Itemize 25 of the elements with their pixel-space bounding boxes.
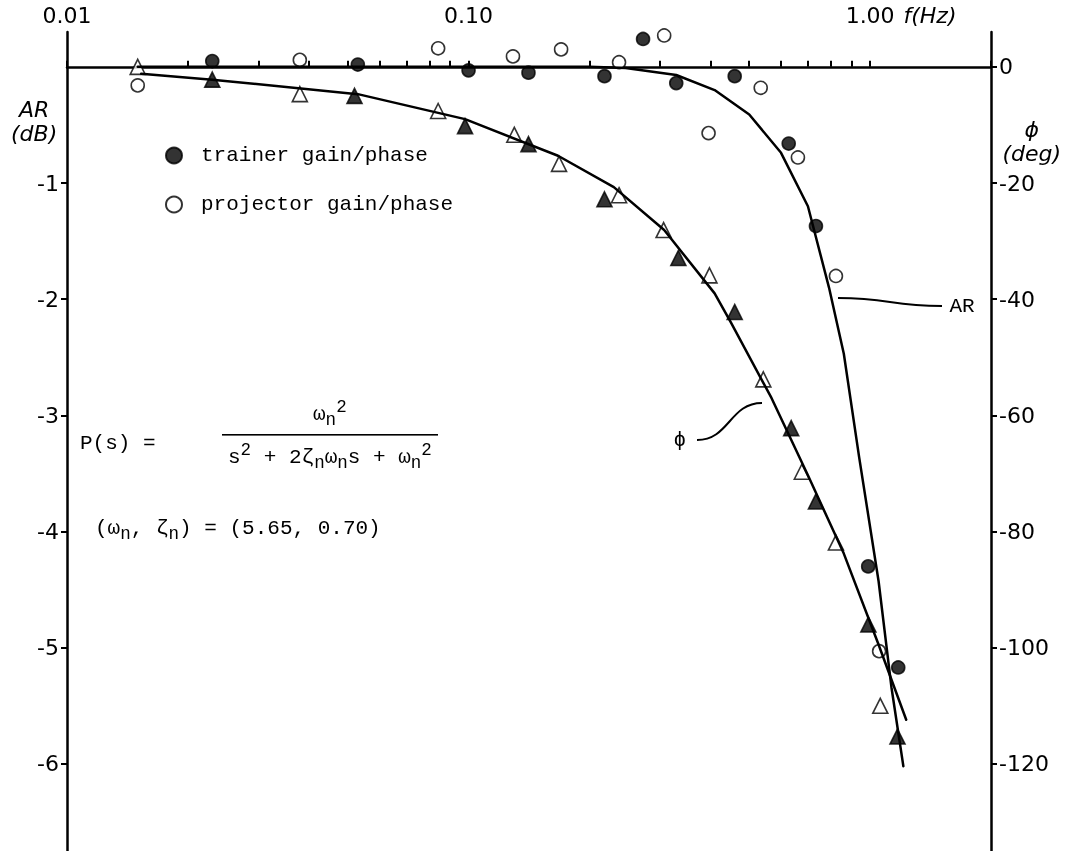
y2-tick-label: -80 <box>999 519 1035 545</box>
y2-tick-label: -40 <box>999 286 1035 312</box>
annotation: AR <box>949 294 975 318</box>
annotation: ϕ <box>673 428 687 452</box>
y2-tick-label: 0 <box>999 54 1013 80</box>
y-tick-label: -3 <box>37 402 59 428</box>
y-tick-label: -6 <box>37 751 59 777</box>
y2-axis-title: ϕ (deg) <box>1002 117 1062 166</box>
y2-tick-label: -60 <box>999 402 1035 428</box>
x-tick-label: 0.01 <box>42 2 92 28</box>
y-tick-label: -5 <box>37 635 59 661</box>
annotation: P(s) = <box>80 431 156 455</box>
y2-tick-label: -20 <box>999 170 1035 196</box>
y-tick-label: -1 <box>37 170 59 196</box>
legend-label: projector gain/phase <box>201 193 454 216</box>
annotation: (ω$_{n}$, ζ$_{n}$) = (5.65, 0.70) <box>95 516 381 544</box>
x-tick-label: 1.00 <box>845 2 895 28</box>
legend-label: trainer gain/phase <box>201 144 428 167</box>
y-tick-label: -2 <box>37 286 59 312</box>
x-tick-label: 0.10 <box>444 2 494 28</box>
y2-tick-label: -120 <box>999 751 1049 777</box>
x-axis-title: f(Hz) <box>903 3 957 28</box>
y-axis-title: AR (dB) <box>11 97 58 146</box>
y2-tick-label: -100 <box>999 635 1049 661</box>
y-tick-label: -4 <box>37 519 59 545</box>
